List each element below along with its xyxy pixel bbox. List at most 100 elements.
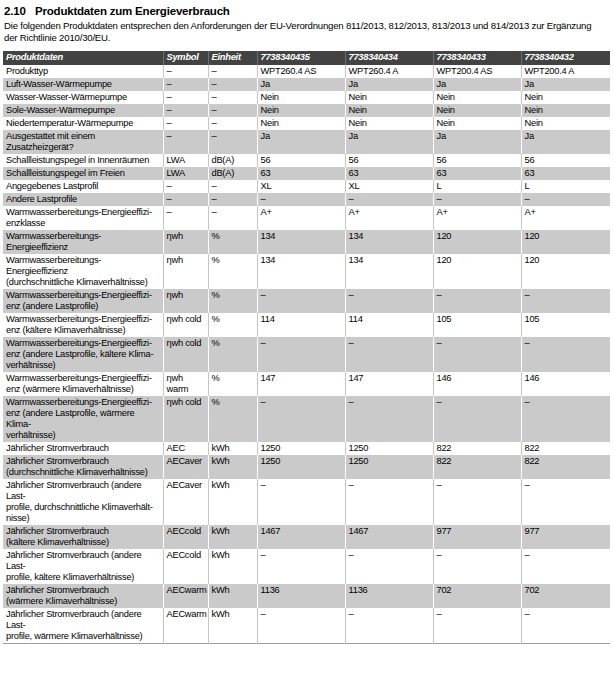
unit-cell: – (208, 104, 257, 117)
symbol-cell: ηwh (163, 254, 208, 289)
table-row: Ausgestattet mit einem Zusatzheizgerät?–… (3, 130, 610, 154)
value-cell: – (345, 396, 433, 442)
symbol-cell: LWA (163, 154, 208, 167)
symbol-cell: – (163, 130, 208, 154)
value-cell: 134 (345, 230, 433, 254)
value-cell: – (345, 608, 433, 644)
unit-cell: % (208, 337, 257, 372)
value-cell: 1250 (257, 442, 345, 455)
value-cell: 977 (521, 525, 610, 549)
value-cell: Nein (521, 104, 610, 117)
value-cell: – (257, 193, 345, 206)
symbol-cell: – (163, 206, 208, 230)
value-cell: Ja (433, 130, 521, 154)
value-cell: – (257, 337, 345, 372)
unit-cell: – (208, 206, 257, 230)
value-cell: 105 (433, 313, 521, 337)
value-cell: – (521, 289, 610, 313)
value-cell: – (257, 289, 345, 313)
value-cell: – (345, 479, 433, 525)
value-cell: 56 (521, 154, 610, 167)
symbol-cell: ηwh cold (163, 313, 208, 337)
value-cell: 977 (433, 525, 521, 549)
row-label: Warmwasserbereitungs-Energieeffizienz (d… (3, 254, 163, 289)
row-label: Warmwasserbereitungs-Energieeffizi- enzk… (3, 206, 163, 230)
page-title: Produktdaten zum Energieverbrauch (35, 5, 230, 17)
value-cell: 63 (433, 167, 521, 180)
row-label: Schallleistungspegel in Innenräumen (3, 154, 163, 167)
row-label: Jährlicher Stromverbrauch (3, 442, 163, 455)
value-cell: 134 (257, 254, 345, 289)
value-cell: 147 (345, 372, 433, 396)
document-page: 2.10 Produktdaten zum Energieverbrauch D… (0, 0, 614, 644)
value-cell: 56 (345, 154, 433, 167)
value-cell: 822 (433, 455, 521, 479)
value-cell: – (521, 608, 610, 644)
table-row: Luft-Wasser-Wärmepumpe––JaJaJaJa (3, 78, 610, 91)
symbol-cell: AECcold (163, 549, 208, 584)
value-cell: 56 (257, 154, 345, 167)
value-cell: Ja (433, 78, 521, 91)
value-cell: 702 (521, 584, 610, 608)
value-cell: – (345, 549, 433, 584)
value-cell: L (521, 180, 610, 193)
value-cell: – (433, 337, 521, 372)
value-cell: 1250 (345, 455, 433, 479)
symbol-cell: AECwarm (163, 608, 208, 644)
value-cell: A+ (257, 206, 345, 230)
product-data-table: Produktdaten Symbol Einheit 7738340435 7… (3, 51, 610, 644)
column-header-article-4: 7738340432 (521, 51, 610, 65)
symbol-cell: ηwh cold (163, 337, 208, 372)
value-cell: 120 (521, 230, 610, 254)
value-cell: – (521, 549, 610, 584)
value-cell: Ja (521, 78, 610, 91)
unit-cell: kWh (208, 442, 257, 455)
value-cell: L (433, 180, 521, 193)
row-label: Jährlicher Stromverbrauch (durchschnittl… (3, 455, 163, 479)
row-label: Jährlicher Stromverbrauch (andere Last- … (3, 479, 163, 525)
unit-cell: – (208, 130, 257, 154)
unit-cell: – (208, 91, 257, 104)
value-cell: 146 (521, 372, 610, 396)
row-label: Warmwasserbereitungs-Energieeffizi- enz … (3, 289, 163, 313)
column-header-symbol: Symbol (163, 51, 208, 65)
symbol-cell: ηwh (163, 289, 208, 313)
value-cell: A+ (345, 206, 433, 230)
value-cell: Nein (345, 91, 433, 104)
value-cell: – (345, 193, 433, 206)
unit-cell: % (208, 230, 257, 254)
symbol-cell: – (163, 193, 208, 206)
symbol-cell: AECcold (163, 525, 208, 549)
table-row: Sole-Wasser-Wärmepumpe––NeinNeinNeinNein (3, 104, 610, 117)
value-cell: 120 (433, 254, 521, 289)
symbol-cell: – (163, 91, 208, 104)
row-label: Andere Lastprofile (3, 193, 163, 206)
value-cell: 822 (521, 455, 610, 479)
value-cell: – (433, 396, 521, 442)
intro-paragraph: Die folgenden Produktdaten entsprechen d… (4, 20, 610, 44)
unit-cell: kWh (208, 584, 257, 608)
table-row: Warmwasserbereitungs-Energieeffizi- enz … (3, 337, 610, 372)
table-row: Warmwasserbereitungs-Energieeffizi- enz … (3, 396, 610, 442)
value-cell: – (521, 479, 610, 525)
table-row: Warmwasserbereitungs-Energieeffizienz (d… (3, 254, 610, 289)
symbol-cell: – (163, 78, 208, 91)
row-label: Ausgestattet mit einem Zusatzheizgerät? (3, 130, 163, 154)
row-label: Sole-Wasser-Wärmepumpe (3, 104, 163, 117)
table-row: Jährlicher Stromverbrauch (andere Last- … (3, 608, 610, 644)
table-row: Warmwasserbereitungs-Energieeffizi- enzk… (3, 206, 610, 230)
value-cell: – (257, 396, 345, 442)
table-row: Jährlicher Stromverbrauch (wärmere Klima… (3, 584, 610, 608)
value-cell: – (521, 396, 610, 442)
value-cell: 1250 (257, 455, 345, 479)
table-row: Angegebenes Lastprofil––XLXLLL (3, 180, 610, 193)
row-label: Angegebenes Lastprofil (3, 180, 163, 193)
value-cell: – (257, 608, 345, 644)
unit-cell: % (208, 396, 257, 442)
value-cell: WPT260.4 AS (257, 65, 345, 78)
value-cell: 1467 (257, 525, 345, 549)
unit-cell: – (208, 78, 257, 91)
value-cell: 1250 (345, 442, 433, 455)
value-cell: Nein (257, 104, 345, 117)
value-cell: – (257, 479, 345, 525)
